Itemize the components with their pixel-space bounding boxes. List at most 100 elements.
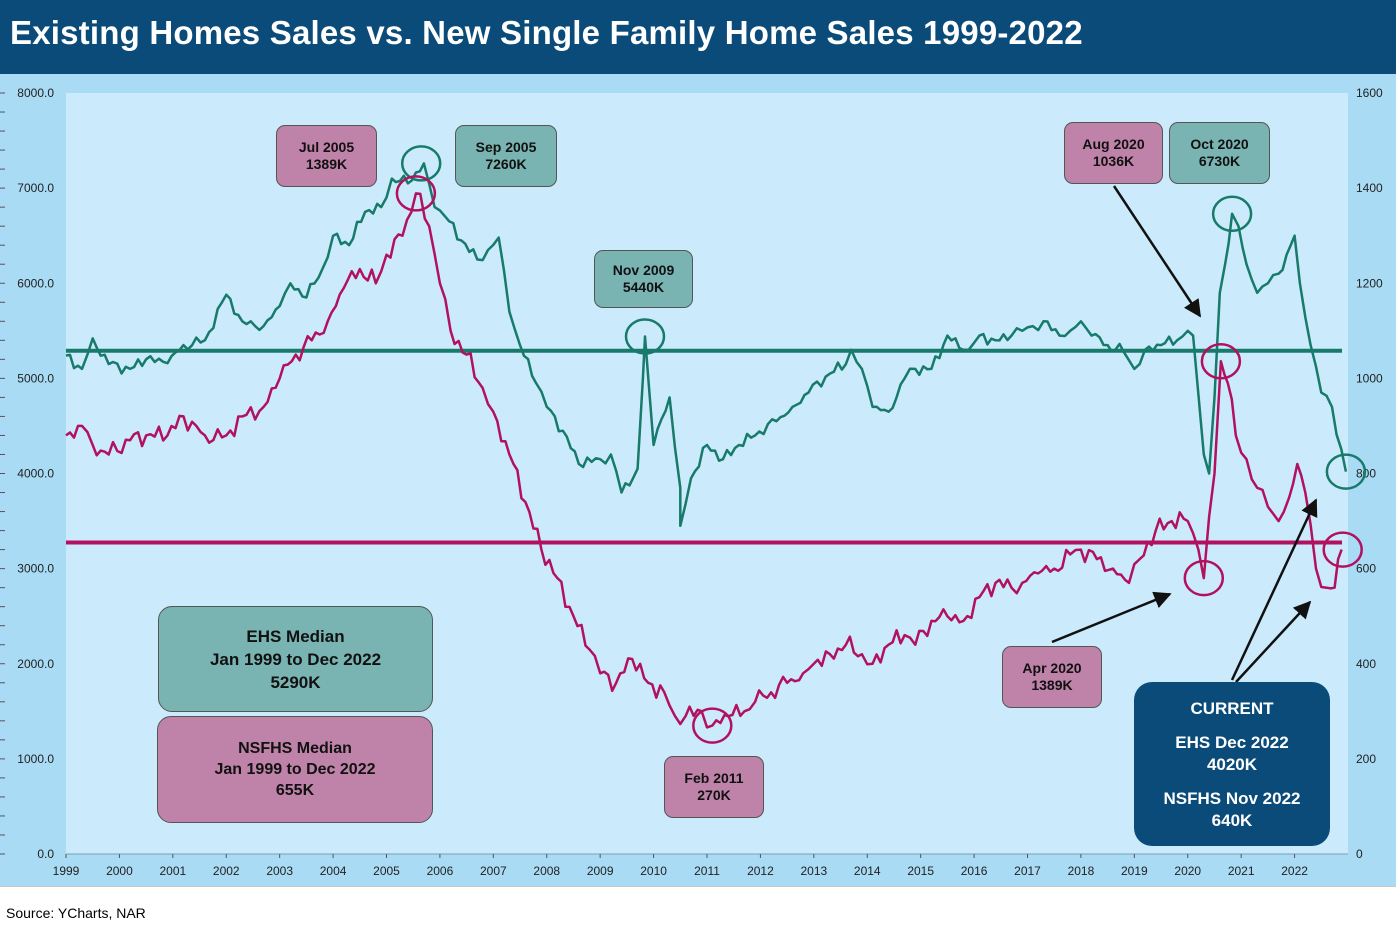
y-left-tick-label: 2000.0 (17, 657, 54, 671)
y-left-tick-label: 0.0 (37, 847, 54, 861)
nsfhs-median-title: NSFHS Median (238, 740, 352, 757)
x-tick-label: 2008 (533, 864, 560, 878)
y-left-tick-label: 3000.0 (17, 562, 54, 576)
axes: 0.0 1000.0 2000.0 3000.0 4000.0 5000.0 6000.0 7… (0, 86, 1383, 878)
ehs-median-range: Jan 1999 to Dec 2022 (209, 649, 382, 669)
source-row: Source: YCharts, NAR (0, 886, 1396, 935)
callout-jul2005: Jul 2005 1389K (276, 125, 377, 187)
current-ehs-label: EHS Dec 2022 (1175, 733, 1289, 752)
x-tick-label: 2014 (854, 864, 881, 878)
x-tick-label: 2000 (106, 864, 133, 878)
y-right-tick-label: 600 (1356, 562, 1376, 576)
x-tick-label: 2022 (1281, 864, 1308, 878)
nsfhs-median-box: NSFHS Median Jan 1999 to Dec 2022 655K (157, 716, 433, 823)
y-right-tick-label: 1000 (1356, 371, 1383, 385)
callout-date: Oct 2020 (1190, 136, 1249, 152)
callout-value: 7260K (485, 156, 527, 172)
y-left-tick-label: 7000.0 (17, 181, 54, 195)
callout-value: 1036K (1092, 153, 1135, 169)
circle-apr2020 (1183, 559, 1225, 597)
ehs-series-line (65, 162, 1348, 528)
callout-date: Apr 2020 (1022, 660, 1082, 676)
current-ehs-value: 4020K (1206, 755, 1258, 774)
series-lines (65, 162, 1348, 729)
callout-value: 1389K (305, 156, 348, 172)
current-box: CURRENT EHS Dec 2022 4020K NSFHS Nov 202… (1134, 682, 1330, 846)
y-left-tick-label: 8000.0 (17, 86, 54, 100)
x-tick-label: 2010 (640, 864, 667, 878)
x-tick-label: 2009 (587, 864, 614, 878)
x-tick-label: 2007 (480, 864, 507, 878)
ehs-median-value: 5290K (270, 672, 321, 692)
y-right-tick-label: 1600 (1356, 86, 1383, 100)
current-nsfhs-label: NSFHS Nov 2022 (1163, 789, 1301, 808)
callout-value: 270K (697, 787, 731, 803)
x-tick-label: 2019 (1121, 864, 1148, 878)
x-tick-label: 2018 (1068, 864, 1095, 878)
callout-feb2011: Feb 2011 270K (664, 756, 764, 818)
highlight-circles (395, 145, 1367, 744)
x-tick-label: 2012 (747, 864, 774, 878)
y-left-tick-label: 5000.0 (17, 371, 54, 385)
y-right-tick-label: 0 (1356, 847, 1363, 861)
nsfhs-median-value: 655K (275, 782, 315, 799)
callout-aug2020: Aug 2020 1036K (1064, 122, 1163, 184)
source-text: Source: YCharts, NAR (6, 905, 146, 921)
median-lines (66, 348, 1342, 545)
x-tick-label: 2004 (320, 864, 347, 878)
x-tick-label: 2017 (1014, 864, 1041, 878)
y-right-tick-label: 800 (1356, 467, 1376, 481)
callout-value: 1389K (1031, 677, 1073, 693)
x-tick-label: 2015 (907, 864, 934, 878)
callout-oct2020: Oct 2020 6730K (1169, 122, 1270, 184)
x-tick-label: 2003 (266, 864, 293, 878)
x-tick-label: 2001 (159, 864, 186, 878)
callout-date: Nov 2009 (612, 262, 675, 278)
arrow-aug2020 (1112, 185, 1202, 318)
circle-feb2011 (692, 707, 733, 744)
circle-sep2005 (400, 145, 442, 182)
x-tick-label: 2011 (694, 864, 720, 878)
y-right-tick-label: 1400 (1356, 181, 1383, 195)
circle-aug2020 (1200, 343, 1242, 380)
callout-date: Jul 2005 (298, 139, 355, 155)
circle-current-ehs (1325, 453, 1367, 490)
x-tick-label: 2021 (1228, 864, 1255, 878)
title-bar: Existing Homes Sales vs. New Single Fami… (0, 0, 1396, 74)
circle-nov2009 (624, 318, 666, 355)
callout-date: Sep 2005 (475, 139, 537, 155)
x-tick-label: 2013 (800, 864, 827, 878)
callout-nov2009: Nov 2009 5440K (594, 250, 693, 308)
callout-value: 5440K (622, 279, 665, 295)
y-right-tick-label: 400 (1356, 657, 1376, 671)
annotation-arrows (1051, 185, 1318, 683)
x-tick-label: 2020 (1174, 864, 1201, 878)
y-left-tick-label: 1000.0 (17, 752, 54, 766)
arrow-current-ehs (1230, 498, 1318, 681)
x-tick-label: 2002 (213, 864, 240, 878)
callout-sep2005: Sep 2005 7260K (455, 125, 557, 187)
circle-oct2020 (1211, 195, 1253, 233)
callout-apr2020: Apr 2020 1389K (1002, 646, 1102, 708)
nsfhs-series-line (65, 192, 1343, 729)
callout-value: 6730K (1198, 153, 1241, 169)
y-right-tick-label: 200 (1356, 752, 1376, 766)
current-nsfhs-value: 640K (1211, 811, 1253, 830)
chart-title: Existing Homes Sales vs. New Single Fami… (10, 14, 1083, 51)
circle-current-nsfhs (1322, 531, 1363, 568)
x-tick-label: 2005 (373, 864, 400, 878)
ehs-median-box: EHS Median Jan 1999 to Dec 2022 5290K (158, 606, 433, 712)
y-right-tick-label: 1200 (1356, 276, 1383, 290)
x-tick-label: 2016 (961, 864, 988, 878)
x-tick-label: 1999 (53, 864, 80, 878)
circle-jul2005 (395, 175, 437, 212)
nsfhs-median-range: Jan 1999 to Dec 2022 (214, 761, 376, 778)
callout-date: Feb 2011 (684, 770, 744, 786)
arrow-apr2020 (1051, 591, 1172, 644)
y-left-tick-label: 4000.0 (17, 467, 54, 481)
arrow-current-nsfhs (1235, 600, 1312, 683)
current-title: CURRENT (1190, 699, 1274, 718)
callout-date: Aug 2020 (1082, 136, 1145, 152)
y-left-tick-label: 6000.0 (17, 276, 54, 290)
ehs-median-title: EHS Median (246, 626, 345, 646)
